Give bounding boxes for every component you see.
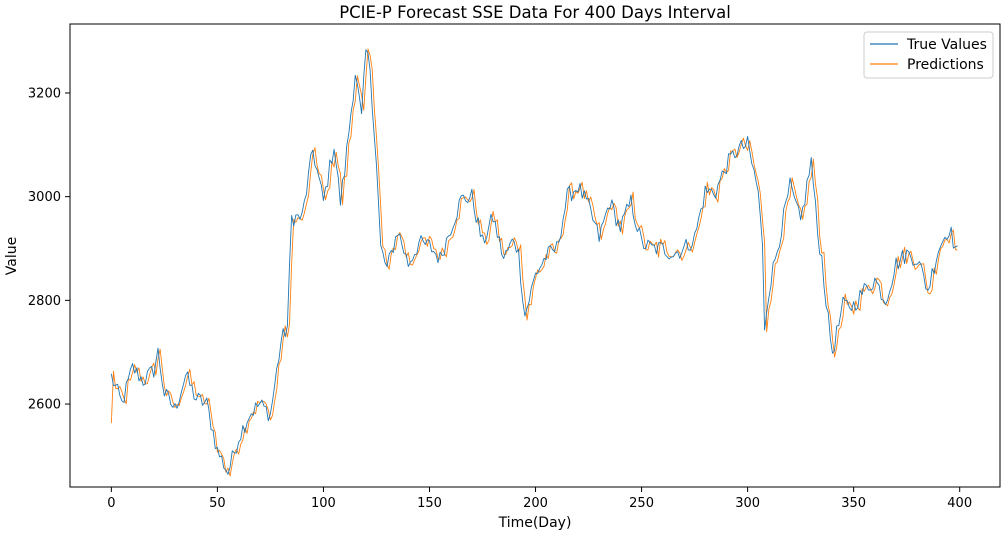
y-tick-label: 2600 bbox=[28, 398, 61, 413]
series-layer bbox=[110, 48, 958, 477]
x-tick-label: 400 bbox=[947, 496, 972, 511]
chart-title: PCIE-P Forecast SSE Data For 400 Days In… bbox=[339, 3, 731, 22]
x-axis: 0 50 100 150 200 250 300 350 400 bbox=[107, 487, 972, 511]
y-tick-label: 2800 bbox=[28, 294, 61, 309]
x-tick-label: 200 bbox=[523, 496, 548, 511]
plot-background bbox=[70, 24, 1000, 487]
x-tick-label: 250 bbox=[629, 496, 654, 511]
legend-label-predictions: Predictions bbox=[907, 57, 984, 73]
x-tick-label: 100 bbox=[311, 496, 336, 511]
y-tick-label: 3200 bbox=[28, 86, 61, 101]
y-tick-label: 3000 bbox=[28, 190, 61, 205]
series-line-predictions bbox=[110, 48, 958, 477]
y-axis-label: Value bbox=[4, 237, 20, 275]
x-tick-label: 0 bbox=[107, 496, 115, 511]
legend-label-true-values: True Values bbox=[906, 37, 987, 53]
x-tick-label: 350 bbox=[841, 496, 866, 511]
x-tick-label: 150 bbox=[417, 496, 442, 511]
y-axis: 2600 2800 3000 3200 bbox=[28, 86, 70, 413]
x-tick-label: 50 bbox=[209, 496, 226, 511]
x-tick-label: 300 bbox=[735, 496, 760, 511]
series-line-true-values bbox=[110, 49, 958, 475]
x-axis-label: Time(Day) bbox=[498, 515, 572, 531]
legend: True Values Predictions bbox=[863, 31, 994, 79]
plot-frame bbox=[69, 23, 1001, 488]
